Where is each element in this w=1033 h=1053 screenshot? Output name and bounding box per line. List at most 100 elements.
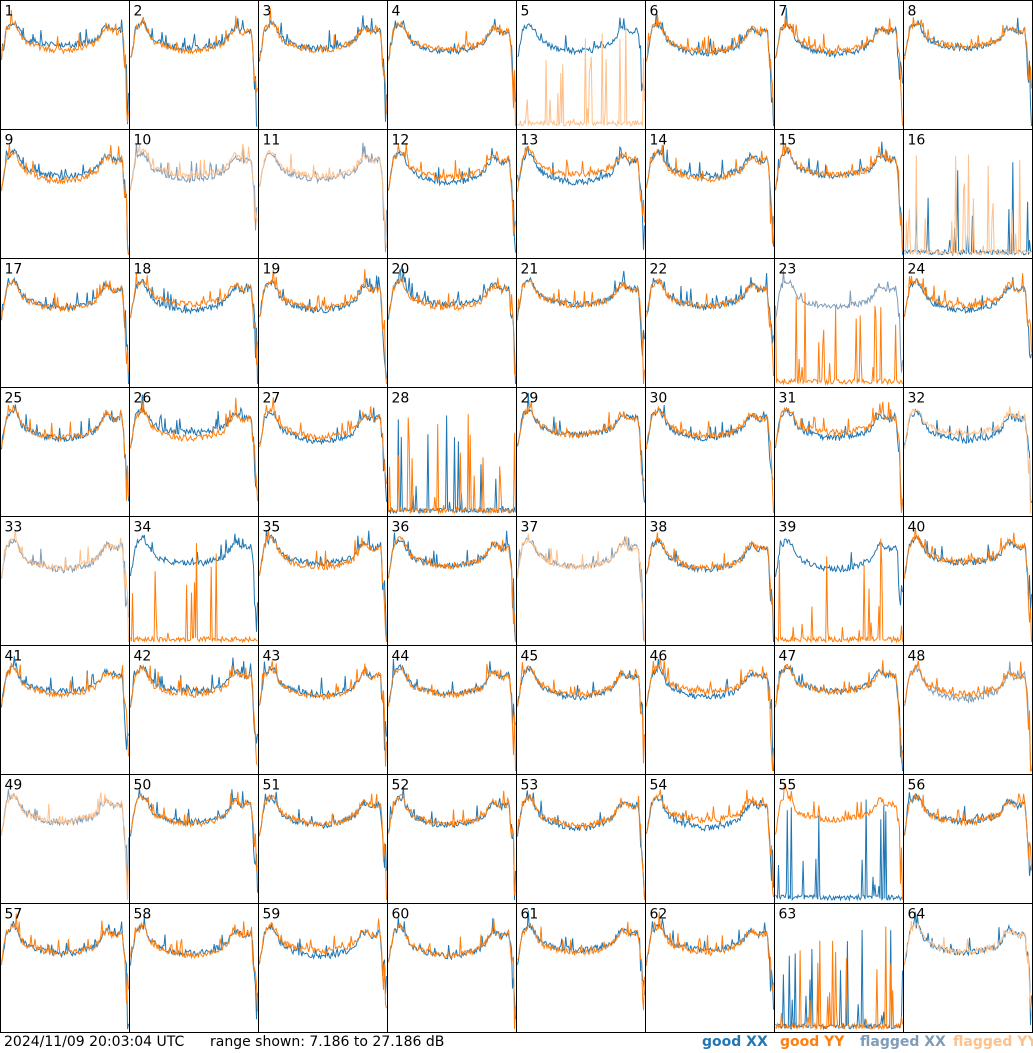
panel-border-51: [258, 774, 388, 904]
panel-label-37: 37: [521, 520, 539, 536]
series-yy-25: [1, 404, 129, 501]
panel-label-52: 52: [392, 778, 410, 794]
series-yy-55: [775, 783, 903, 901]
series-yy-37: [517, 533, 645, 643]
panel-label-18: 18: [134, 262, 152, 278]
panel-label-33: 33: [5, 520, 23, 536]
series-yy-51: [259, 793, 387, 901]
panel-label-56: 56: [908, 778, 926, 794]
series-xx-10: [130, 143, 258, 231]
series-yy-15: [775, 143, 903, 251]
series-yy-17: [1, 278, 129, 372]
series-xx-13: [517, 145, 645, 250]
series-yy-31: [775, 401, 903, 514]
panel-label-40: 40: [908, 520, 926, 536]
panel-label-47: 47: [779, 649, 797, 665]
panel-border-14: [645, 129, 775, 259]
panel-border-48: [903, 645, 1033, 775]
series-yy-58: [130, 921, 258, 1012]
panel-border-4: [387, 0, 517, 130]
series-yy-44: [388, 663, 516, 772]
panel-label-61: 61: [521, 907, 539, 923]
series-yy-20: [388, 277, 516, 377]
panel-border-64: [903, 903, 1033, 1033]
antenna-panel-46: 46: [645, 645, 775, 775]
series-xx-6: [646, 13, 774, 127]
antenna-panel-55: 55: [774, 774, 904, 904]
panel-border-19: [258, 258, 388, 388]
antenna-panel-9: 9: [0, 129, 130, 259]
panel-label-57: 57: [5, 907, 23, 923]
series-yy-5: [517, 25, 645, 127]
panel-border-33: [0, 516, 130, 646]
series-yy-40: [904, 527, 1032, 643]
antenna-panel-43: 43: [258, 645, 388, 775]
series-yy-9: [1, 144, 129, 256]
series-xx-55: [775, 799, 903, 902]
panel-label-59: 59: [263, 907, 281, 923]
antenna-panel-21: 21: [516, 258, 646, 388]
antenna-panel-3: 3: [258, 0, 388, 130]
antenna-panel-5: 5: [516, 0, 646, 130]
series-xx-61: [517, 910, 645, 996]
antenna-panel-59: 59: [258, 903, 388, 1033]
series-xx-14: [646, 145, 774, 247]
series-yy-6: [646, 14, 774, 115]
panel-label-23: 23: [779, 262, 797, 278]
antenna-panel-29: 29: [516, 387, 646, 517]
panel-label-35: 35: [263, 520, 281, 536]
panel-border-22: [645, 258, 775, 388]
panel-label-19: 19: [263, 262, 281, 278]
series-yy-47: [775, 660, 903, 763]
antenna-panel-49: 49: [0, 774, 130, 904]
panel-border-6: [645, 0, 775, 130]
panel-label-55: 55: [779, 778, 797, 794]
series-yy-10: [130, 143, 258, 222]
series-yy-62: [646, 911, 774, 992]
antenna-panel-8: 8: [903, 0, 1033, 130]
series-xx-44: [388, 658, 516, 726]
antenna-panel-62: 62: [645, 903, 775, 1033]
series-yy-16: [904, 154, 1032, 257]
series-xx-17: [1, 276, 129, 385]
series-xx-25: [1, 404, 129, 502]
series-yy-19: [259, 269, 387, 385]
panel-label-63: 63: [779, 907, 797, 923]
antenna-panel-11: 11: [258, 129, 388, 259]
antenna-panel-50: 50: [129, 774, 259, 904]
antenna-panel-51: 51: [258, 774, 388, 904]
series-yy-53: [517, 793, 645, 901]
panel-label-25: 25: [5, 391, 23, 407]
series-yy-54: [646, 789, 774, 898]
antenna-panel-7: 7: [774, 0, 904, 130]
panel-label-32: 32: [908, 391, 926, 407]
panel-border-32: [903, 387, 1033, 517]
panel-label-7: 7: [779, 4, 788, 20]
panel-border-23: [774, 258, 904, 388]
series-yy-13: [517, 145, 645, 223]
antenna-panel-41: 41: [0, 645, 130, 775]
series-xx-37: [517, 536, 645, 643]
series-xx-27: [259, 407, 387, 502]
series-yy-45: [517, 662, 645, 764]
series-yy-28: [388, 414, 516, 515]
panel-border-59: [258, 903, 388, 1033]
series-yy-4: [388, 21, 516, 127]
series-xx-38: [646, 537, 774, 643]
antenna-panel-10: 10: [129, 129, 259, 259]
antenna-panel-34: 34: [129, 516, 259, 646]
series-xx-48: [904, 661, 1032, 772]
series-yy-41: [1, 661, 129, 757]
series-yy-59: [259, 918, 387, 1009]
series-xx-26: [130, 394, 258, 491]
panel-label-41: 41: [5, 649, 23, 665]
panel-border-1: [0, 0, 130, 130]
series-yy-61: [517, 921, 645, 1011]
panel-border-60: [387, 903, 517, 1033]
panel-border-42: [129, 645, 259, 775]
panel-border-26: [129, 387, 259, 517]
panel-border-43: [258, 645, 388, 775]
series-yy-32: [904, 406, 1032, 514]
series-xx-5: [517, 17, 645, 92]
